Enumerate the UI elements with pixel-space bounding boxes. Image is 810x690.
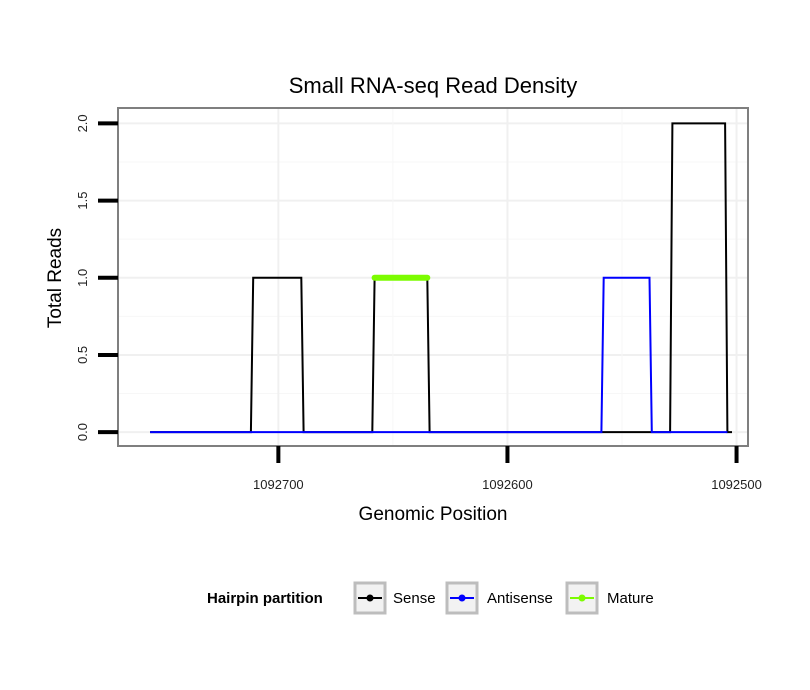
y-axis-title: Total Reads (45, 228, 66, 328)
y-tick-label: 0.5 (75, 346, 90, 364)
legend: Hairpin partition Sense Antisense Mature (207, 581, 654, 615)
x-axis-title: Genomic Position (359, 504, 508, 525)
legend-key-point (458, 594, 466, 602)
grid (118, 108, 748, 446)
x-tick-label: 1092500 (711, 477, 762, 492)
legend-label-antisense: Antisense (487, 590, 553, 607)
series-layer (150, 122, 732, 434)
y-tick-label: 1.0 (75, 269, 90, 287)
legend-label-mature: Mature (607, 590, 654, 607)
y-tick-label: 2.0 (75, 114, 90, 132)
y-tick-label: 0.0 (75, 423, 90, 441)
x-tick-label: 1092700 (253, 477, 304, 492)
chart-title: Small RNA-seq Read Density (289, 73, 578, 98)
x-tick-label: 1092600 (482, 477, 533, 492)
series-line-antisense (150, 276, 728, 434)
axes: 1092700 1092600 1092500 0.0 0.5 1.0 1.5 2.0 (75, 114, 762, 492)
legend-key-point (366, 594, 374, 602)
legend-label-sense: Sense (393, 590, 436, 607)
y-tick-label: 1.5 (75, 192, 90, 210)
legend-title: Hairpin partition (207, 590, 323, 607)
series-line-sense (150, 122, 732, 434)
legend-key-point (578, 594, 586, 602)
